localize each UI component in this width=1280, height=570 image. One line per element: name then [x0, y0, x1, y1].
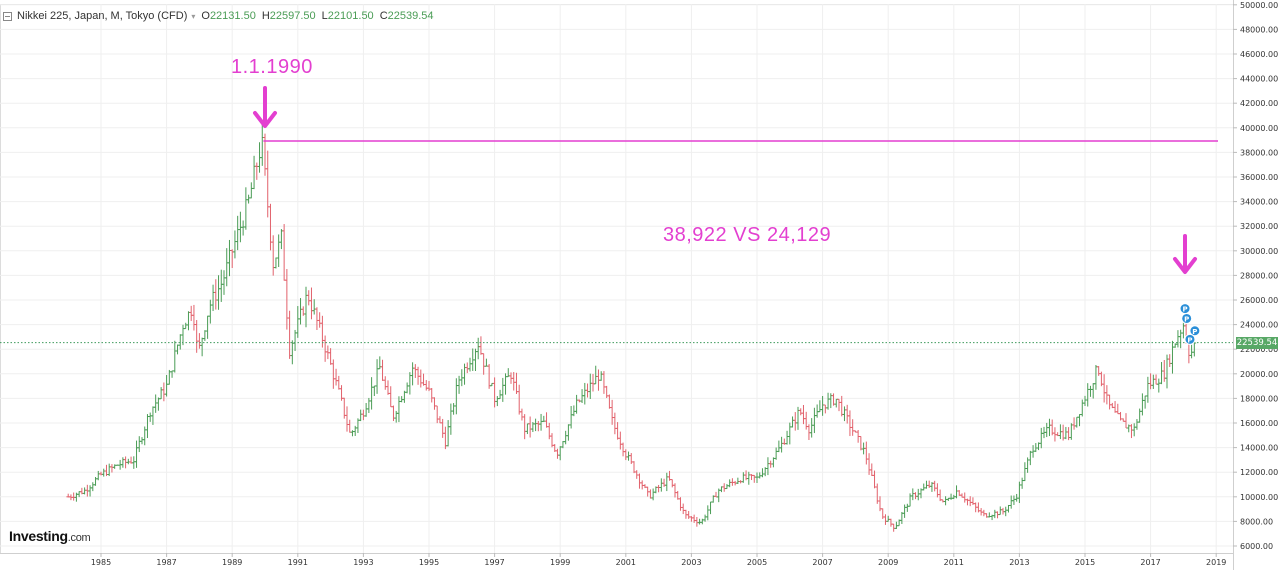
signal-marker-label: P — [1187, 336, 1192, 344]
y-tick-label: 50000.00 — [1240, 1, 1278, 10]
x-tick-label: 1991 — [288, 558, 308, 567]
x-tick-label: 1999 — [550, 558, 570, 567]
y-tick-label: 36000.00 — [1240, 173, 1278, 182]
y-tick-label: 28000.00 — [1240, 271, 1278, 280]
x-tick-label: 2015 — [1075, 558, 1095, 567]
comparison-annotation: 38,922 VS 24,129 — [663, 224, 832, 246]
ohlc-low-value: 22101.50 — [327, 10, 374, 22]
y-tick-label: 42000.00 — [1240, 99, 1278, 108]
last-price-badge: 22539.54 — [1236, 337, 1278, 349]
arrow-down-icon — [253, 86, 277, 128]
x-tick-label: 1995 — [419, 558, 439, 567]
logo-suffix: .com — [67, 532, 91, 544]
signal-p-icon: P — [1181, 312, 1193, 324]
x-tick-label: 1987 — [156, 558, 176, 567]
x-tick-label: 2017 — [1140, 558, 1160, 567]
ohlc-low: L22101.50 — [322, 10, 374, 22]
grid — [0, 4, 1234, 554]
arrow-head — [1173, 257, 1197, 274]
y-tick-label: 44000.00 — [1240, 75, 1278, 84]
arrow-head — [253, 111, 277, 128]
y-tick-label: 30000.00 — [1240, 247, 1278, 256]
x-tick-label: 2011 — [944, 558, 964, 567]
candlestick-series — [66, 124, 1197, 532]
signal-marker-circle — [1189, 325, 1201, 337]
ohlc-close-value: 22539.54 — [387, 10, 434, 22]
y-tick-label: 34000.00 — [1240, 198, 1278, 207]
x-tick-label: 2009 — [878, 558, 898, 567]
y-tick-label: 22000.00 — [1240, 345, 1278, 354]
dropdown-caret-icon[interactable]: ▾ — [191, 11, 196, 21]
y-tick-label: 10000.00 — [1240, 493, 1278, 502]
peak-date-annotation: 1.1.1990 — [231, 56, 313, 78]
series-toggle-icon[interactable] — [3, 11, 12, 21]
y-tick-label: 48000.00 — [1240, 25, 1278, 34]
x-tick-label: 1993 — [353, 558, 373, 567]
x-tick-label: 2003 — [681, 558, 701, 567]
x-tick-label: 1985 — [91, 558, 111, 567]
ohlc-close-label: C — [379, 10, 388, 22]
ohlc-high-value: 22597.50 — [269, 10, 316, 22]
y-tick-label: 18000.00 — [1240, 394, 1278, 403]
y-tick-label: 12000.00 — [1240, 468, 1278, 477]
ohlc-high: H22597.50 — [262, 10, 316, 22]
signal-marker-circle — [1181, 312, 1193, 324]
y-tick-label: 14000.00 — [1240, 444, 1278, 453]
logo-text: Investing — [9, 528, 68, 544]
x-tick-label: 2019 — [1206, 558, 1226, 567]
y-tick-label: 32000.00 — [1240, 222, 1278, 231]
signal-p-icon: P — [1184, 333, 1196, 345]
x-tick-label: 2005 — [747, 558, 767, 567]
signal-marker-label: P — [1184, 315, 1189, 323]
signal-marker-circle — [1184, 333, 1196, 345]
signal-marker-label: P — [1192, 328, 1197, 336]
series-legend[interactable]: Nikkei 225, Japan, M, Tokyo (CFD) ▾ O221… — [3, 8, 440, 24]
y-tick-label: 38000.00 — [1240, 148, 1278, 157]
y-tick-label: 24000.00 — [1240, 321, 1278, 330]
ohlc-open-value: 22131.50 — [209, 10, 256, 22]
y-tick-label: 26000.00 — [1240, 296, 1278, 305]
signal-p-icon: P — [1179, 303, 1191, 315]
series-name: Nikkei 225, Japan, M, Tokyo (CFD) — [17, 10, 188, 22]
y-tick-label: 20000.00 — [1240, 370, 1278, 379]
arrow-down-icon — [1173, 234, 1197, 274]
signal-marker-label: P — [1182, 306, 1187, 314]
ohlc-low-label: L — [321, 10, 328, 22]
signal-p-icon: P — [1189, 325, 1201, 337]
y-tick-label: 16000.00 — [1240, 419, 1278, 428]
x-tick-label: 2013 — [1009, 558, 1029, 567]
x-tick-label: 1989 — [222, 558, 242, 567]
y-tick-label: 8000.00 — [1240, 517, 1273, 526]
x-tick-label: 1997 — [484, 558, 504, 567]
ohlc-open-label: O — [201, 10, 210, 22]
y-tick-label: 6000.00 — [1240, 542, 1273, 551]
x-tick-label: 2007 — [812, 558, 832, 567]
ohlc-close: C22539.54 — [380, 10, 434, 22]
y-tick-label: 40000.00 — [1240, 124, 1278, 133]
ohlc-open: O22131.50 — [201, 10, 255, 22]
plot-frame — [0, 4, 1234, 554]
ohlc-high-label: H — [261, 10, 270, 22]
investing-logo[interactable]: Investing.com — [9, 528, 91, 544]
y-tick-label: 46000.00 — [1240, 50, 1278, 59]
x-tick-label: 2001 — [616, 558, 636, 567]
